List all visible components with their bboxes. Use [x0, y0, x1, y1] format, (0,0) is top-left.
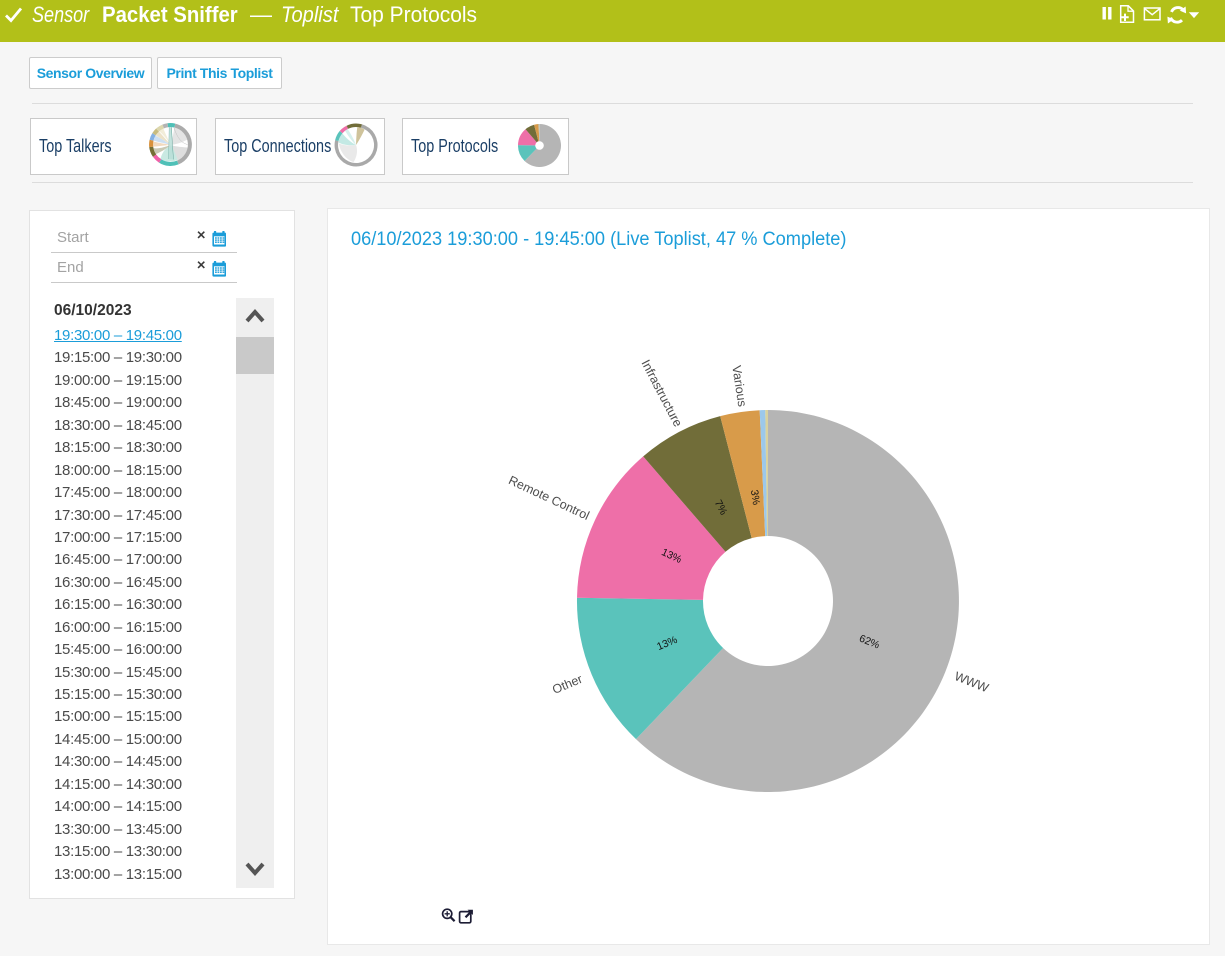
- svg-text:Remote Control: Remote Control: [506, 473, 591, 523]
- svg-text:3%: 3%: [748, 489, 762, 506]
- svg-text:Various: Various: [729, 365, 749, 408]
- svg-text:Other: Other: [550, 672, 584, 697]
- svg-text:Infrastructure: Infrastructure: [638, 357, 685, 429]
- svg-text:WWW: WWW: [952, 669, 990, 695]
